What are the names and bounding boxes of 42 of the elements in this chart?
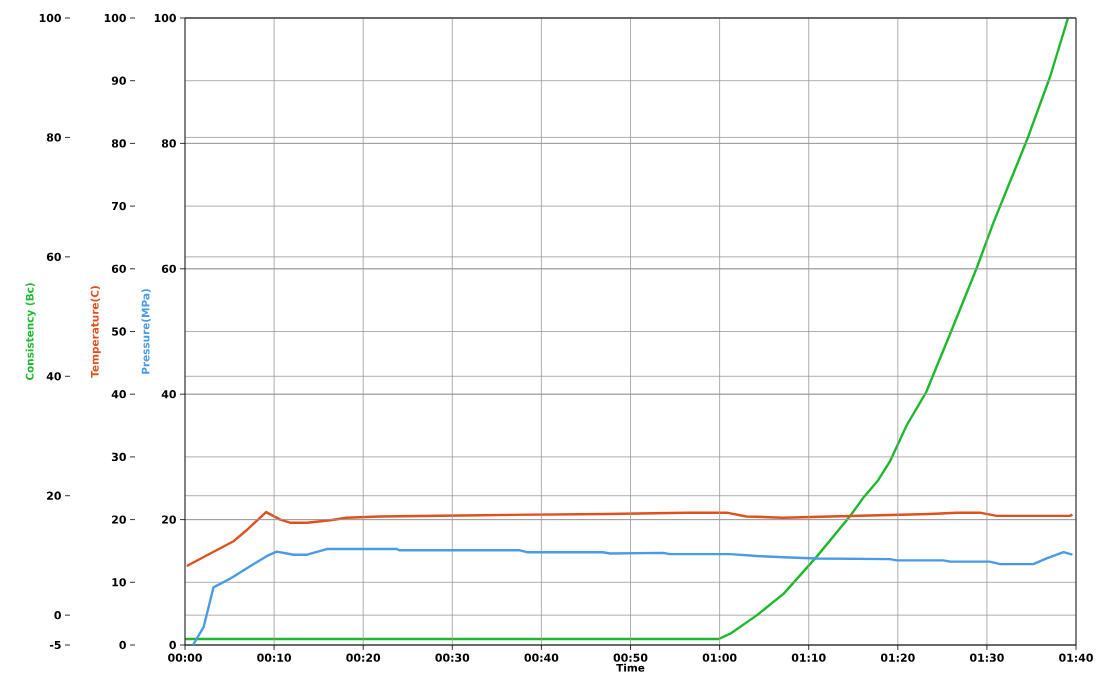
line-series (183, 16, 1070, 641)
y2-tick-label: 40 (111, 390, 126, 399)
y-tick-label: 80 (46, 133, 61, 142)
x-axis-title: Time (616, 663, 645, 672)
y-tick-label: 0 (54, 611, 61, 620)
y2-axis-title: Temperature(C) (90, 286, 101, 378)
y3-tick-label: 40 (161, 390, 176, 399)
x-tick-label: 01:10 (791, 653, 826, 662)
y-tick-label: -5 (49, 640, 61, 650)
x-tick-label: 00:40 (524, 653, 559, 662)
x-tick-label: 00:50 (613, 653, 648, 662)
y2-tick-label: 80 (111, 139, 126, 148)
y3-tick-label: 60 (161, 264, 176, 273)
x-tick-label: 00:30 (435, 653, 470, 662)
y2-tick-label: 50 (112, 327, 126, 336)
y3-tick-label: 80 (161, 139, 176, 148)
y2-tick-label: 0 (119, 640, 126, 650)
x-tick-label: 00:20 (346, 653, 381, 662)
y2-tick-label: 70 (111, 201, 126, 211)
y-tick-label: 40 (46, 372, 61, 381)
x-tick-label: 01:20 (880, 653, 915, 662)
x-tick-label: 01:30 (970, 653, 1004, 662)
line-series (185, 510, 1074, 568)
y3-tick-label: 0 (169, 640, 176, 650)
x-tick-label: 01:40 (1059, 653, 1093, 662)
line-series (191, 547, 1074, 647)
y2-tick-label: 30 (111, 452, 126, 462)
y-tick-label: 20 (47, 491, 61, 500)
y2-tick-label: 100 (104, 13, 126, 23)
y3-tick-label: 100 (154, 13, 176, 23)
y-tick-label: 100 (39, 13, 61, 23)
x-tick-label: 00:10 (257, 653, 292, 662)
y-axis-title: Consistency (Bc) (25, 283, 36, 381)
y3-tick-label: 20 (162, 515, 176, 524)
y-tick-label: 60 (46, 252, 61, 261)
y2-tick-label: 90 (111, 76, 126, 85)
y3-axis-title: Pressure(MPa) (141, 289, 151, 374)
y2-tick-label: 60 (111, 264, 126, 273)
y2-tick-label: 20 (112, 515, 126, 524)
y2-tick-label: 10 (112, 578, 126, 587)
x-tick-label: 00:00 (168, 653, 202, 662)
x-tick-label: 01:00 (702, 653, 737, 662)
